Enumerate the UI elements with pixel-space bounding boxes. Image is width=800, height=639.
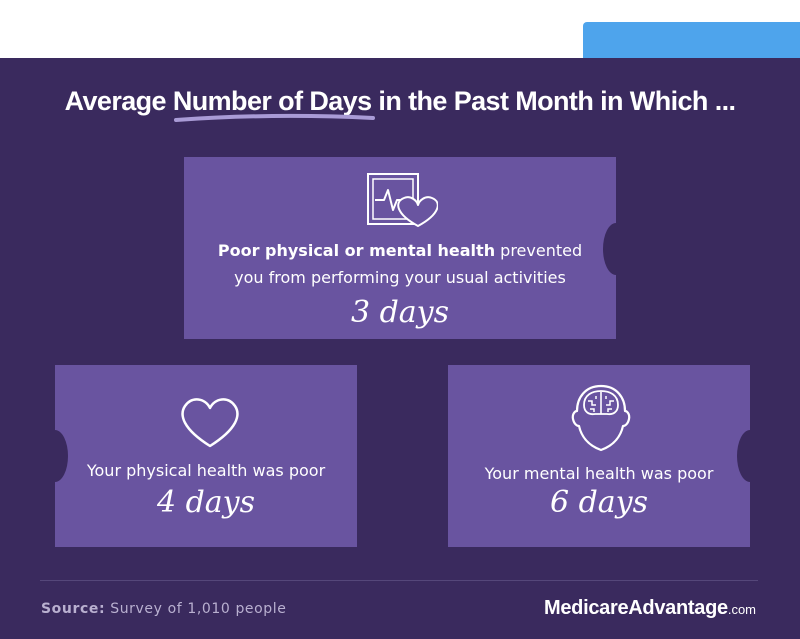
ticket-notch: [737, 430, 763, 482]
infographic-panel: [0, 58, 800, 639]
source-note: Source: Survey of 1,010 people: [41, 601, 287, 617]
card-activities-bold-text: Poor physical or mental health: [217, 241, 496, 260]
card-mental-days: 6 days: [549, 485, 649, 520]
card-activities: Poor physical or mental health prevented…: [184, 157, 629, 339]
card-physical-days: 4 days: [156, 485, 256, 520]
card-activities-description: Poor physical or mental health prevented…: [184, 237, 616, 291]
brand-logo: MedicareAdvantage.com: [544, 597, 756, 620]
brain-head-icon: [571, 384, 631, 452]
headline-emphasis: Number of Days: [172, 86, 372, 116]
footer-divider: [40, 580, 758, 581]
heart-outline-icon: [181, 398, 239, 448]
source-text: Survey of 1,010 people: [105, 601, 287, 617]
card-activities-text-line2: you from performing your usual activitie…: [234, 268, 566, 287]
headline-underline: [174, 113, 375, 122]
source-label: Source:: [41, 601, 106, 617]
headline: Average Number of Days in the Past Month…: [0, 86, 800, 117]
ticket-notch: [42, 430, 68, 482]
card-activities-text-line1: prevented: [495, 241, 583, 260]
brand-name: MedicareAdvantage: [543, 597, 728, 619]
card-mental-text: Your mental health was poor: [484, 464, 714, 483]
headline-suffix: in the Past Month in Which ...: [371, 86, 736, 116]
card-physical-text: Your physical health was poor: [86, 461, 326, 480]
headline-prefix: Average: [64, 86, 173, 116]
card-activities-days: 3 days: [350, 295, 450, 330]
heart-monitor-icon: [367, 173, 438, 227]
card-mental: Your mental health was poor 6 days: [448, 365, 763, 547]
brand-suffix: .com: [727, 602, 756, 617]
ticket-notch: [603, 223, 629, 275]
blue-header-tab: [583, 22, 800, 58]
card-physical: Your physical health was poor 4 days: [42, 365, 357, 547]
